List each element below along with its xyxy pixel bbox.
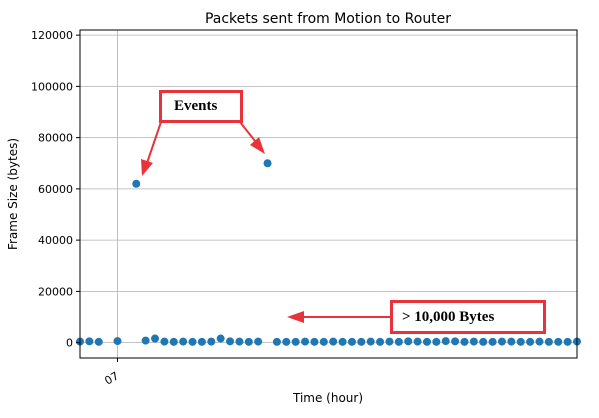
data-point xyxy=(544,337,553,346)
grid-lines xyxy=(80,30,577,358)
data-point xyxy=(413,337,422,346)
y-tick-label: 20000 xyxy=(38,285,73,298)
data-point xyxy=(132,179,141,188)
data-point xyxy=(451,337,460,346)
y-tick-label: 120000 xyxy=(31,29,73,42)
data-point xyxy=(282,337,291,346)
data-point xyxy=(272,337,281,346)
x-tick-label: 07 xyxy=(102,369,121,387)
annotation-events: Events xyxy=(159,90,243,123)
chart-title: Packets sent from Motion to Router xyxy=(205,11,451,27)
data-point xyxy=(507,337,516,346)
events-arrow-left xyxy=(146,121,162,164)
data-point xyxy=(432,337,441,346)
data-points xyxy=(76,159,581,346)
data-point xyxy=(357,337,366,346)
data-point xyxy=(319,337,328,346)
data-point xyxy=(526,337,535,346)
data-point xyxy=(329,337,338,346)
data-point xyxy=(141,336,150,345)
y-tick-label: 40000 xyxy=(38,234,73,247)
data-point xyxy=(94,337,103,346)
plot-frame xyxy=(79,29,578,359)
data-point xyxy=(535,337,544,346)
data-point xyxy=(563,337,572,346)
data-point xyxy=(263,159,272,168)
data-point xyxy=(216,334,225,343)
data-point xyxy=(488,337,497,346)
data-point xyxy=(469,337,478,346)
annotation-arrows xyxy=(141,121,390,323)
events-arrow-right xyxy=(239,121,256,142)
events-arrow-right-head xyxy=(250,137,265,154)
y-tick-label: 80000 xyxy=(38,132,73,145)
data-point xyxy=(179,337,188,346)
data-point xyxy=(291,337,300,346)
data-point xyxy=(310,337,319,346)
data-point xyxy=(244,337,253,346)
data-point xyxy=(301,337,310,346)
data-point xyxy=(385,337,394,346)
data-point xyxy=(160,337,169,346)
data-point xyxy=(169,337,178,346)
data-point xyxy=(254,337,263,346)
data-point xyxy=(441,337,450,346)
data-point xyxy=(554,337,563,346)
data-point xyxy=(226,337,235,346)
data-point xyxy=(207,337,216,346)
data-point xyxy=(85,337,94,346)
y-tick-label: 0 xyxy=(66,337,73,350)
data-point xyxy=(422,337,431,346)
data-point xyxy=(113,337,122,346)
data-point xyxy=(338,337,347,346)
data-point xyxy=(460,337,469,346)
data-point xyxy=(151,334,160,343)
data-point xyxy=(497,337,506,346)
bytes-arrow-head xyxy=(287,311,304,323)
y-tick-label: 100000 xyxy=(31,80,73,93)
y-axis-label: Frame Size (bytes) xyxy=(6,138,20,250)
data-point xyxy=(404,337,413,346)
events-arrow-left-head xyxy=(141,159,153,176)
data-point xyxy=(394,337,403,346)
data-point xyxy=(376,337,385,346)
data-point xyxy=(366,337,375,346)
annotation-bytes: > 10,000 Bytes xyxy=(390,300,546,334)
data-point xyxy=(347,337,356,346)
x-axis-ticks: 07 xyxy=(102,358,121,388)
data-point xyxy=(479,337,488,346)
data-point xyxy=(188,337,197,346)
y-axis-ticks: 0 20000 40000 60000 80000 100000 120000 xyxy=(31,29,80,350)
y-tick-label: 60000 xyxy=(38,183,73,196)
data-point xyxy=(516,337,525,346)
data-point xyxy=(197,337,206,346)
x-axis-label: Time (hour) xyxy=(292,391,363,405)
data-point xyxy=(235,337,244,346)
